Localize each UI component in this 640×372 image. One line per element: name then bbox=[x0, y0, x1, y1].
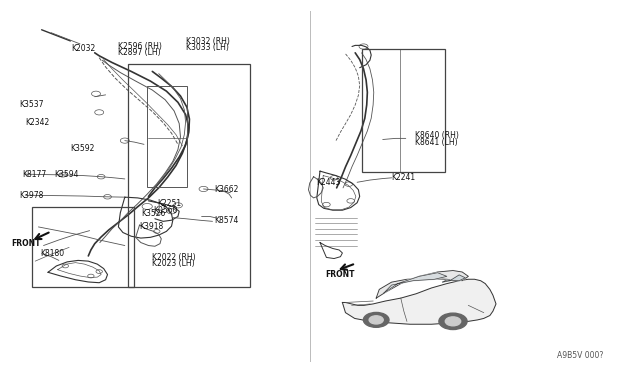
Text: K2251: K2251 bbox=[157, 199, 181, 208]
Bar bbox=[32, 207, 134, 287]
Text: K3537: K3537 bbox=[19, 100, 44, 109]
Text: K8574: K8574 bbox=[214, 216, 239, 225]
Polygon shape bbox=[442, 275, 465, 282]
Bar bbox=[362, 49, 445, 172]
Text: A9B5V 000?: A9B5V 000? bbox=[557, 351, 603, 360]
Text: FRONT: FRONT bbox=[325, 270, 355, 279]
Circle shape bbox=[364, 312, 389, 327]
Text: K3526: K3526 bbox=[141, 209, 165, 218]
Circle shape bbox=[439, 313, 467, 330]
Circle shape bbox=[369, 316, 383, 324]
Polygon shape bbox=[384, 273, 447, 293]
Text: K8641 (LH): K8641 (LH) bbox=[415, 138, 458, 147]
Circle shape bbox=[445, 317, 461, 326]
Text: K2023 (LH): K2023 (LH) bbox=[152, 259, 195, 268]
Text: K2241: K2241 bbox=[392, 173, 416, 182]
Text: K2443: K2443 bbox=[316, 178, 340, 187]
Text: K8180: K8180 bbox=[40, 249, 65, 258]
Text: K3978: K3978 bbox=[19, 191, 44, 200]
Text: K0560: K0560 bbox=[154, 206, 178, 215]
Text: FRONT: FRONT bbox=[12, 239, 41, 248]
Bar bbox=[147, 86, 187, 187]
Polygon shape bbox=[342, 279, 496, 324]
Text: K3033 (LH): K3033 (LH) bbox=[186, 44, 228, 52]
Text: K8640 (RH): K8640 (RH) bbox=[415, 131, 459, 140]
Polygon shape bbox=[376, 270, 468, 298]
Text: K3594: K3594 bbox=[54, 170, 79, 179]
Text: K3918: K3918 bbox=[140, 222, 164, 231]
Text: K3592: K3592 bbox=[70, 144, 95, 153]
Text: K8177: K8177 bbox=[22, 170, 47, 179]
Text: K3662: K3662 bbox=[214, 185, 239, 194]
Text: K2022 (RH): K2022 (RH) bbox=[152, 253, 196, 262]
Text: K2897 (LH): K2897 (LH) bbox=[118, 48, 161, 57]
Text: K2032: K2032 bbox=[72, 44, 96, 53]
Bar bbox=[128, 64, 250, 287]
Text: K2342: K2342 bbox=[26, 118, 50, 127]
Text: K2596 (RH): K2596 (RH) bbox=[118, 42, 163, 51]
Text: K3032 (RH): K3032 (RH) bbox=[186, 37, 230, 46]
